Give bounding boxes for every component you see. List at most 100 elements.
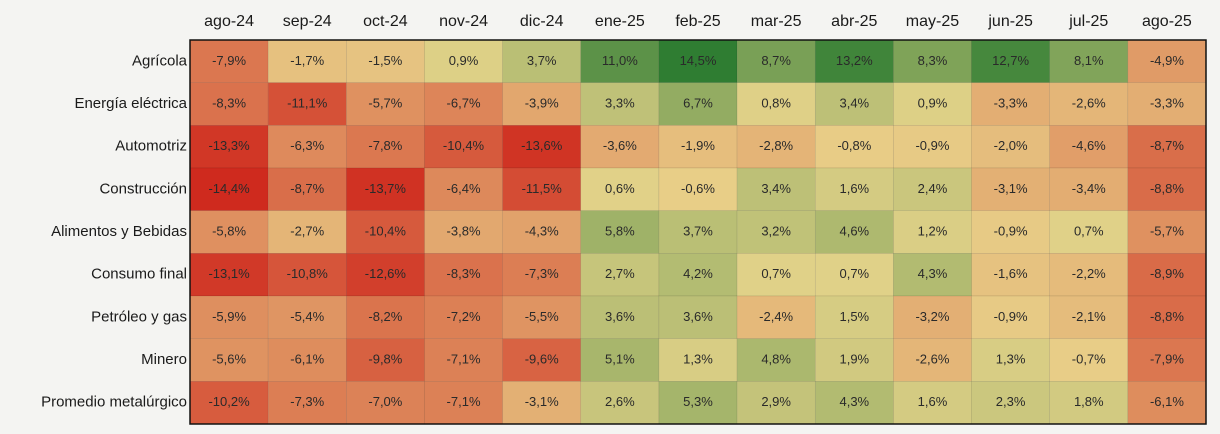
cell-label: 0,7% [761,266,791,281]
heat-cell [346,210,425,254]
cell-label: -2,4% [759,309,793,324]
heat-cell [267,125,347,169]
cell-label: 8,7% [761,53,791,68]
heat-cell [814,253,894,297]
heat-cell [346,253,425,297]
cell-label: -7,8% [368,138,402,153]
heat-cell [814,295,894,339]
heat-cell [580,82,660,126]
cell-label: -3,2% [915,309,949,324]
heat-cell [502,125,582,169]
cell-label: -7,3% [525,266,559,281]
cell-label: -7,2% [447,309,481,324]
cell-label: 13,2% [836,53,873,68]
heat-cell [658,295,738,339]
cell-label: -1,9% [681,138,715,153]
heat-cell [893,39,972,83]
cell-label: 5,3% [683,394,713,409]
table-border [189,39,1207,425]
heat-cell [189,381,269,425]
heat-cell [1049,253,1129,297]
cell-label: -5,9% [212,309,246,324]
cell-label: 1,3% [683,351,713,366]
heat-cell [424,295,503,339]
heat-cell [893,167,972,211]
column-header: ago-24 [204,13,254,30]
heat-cell [424,39,503,83]
heat-cell [893,253,972,297]
heat-cell [814,381,894,425]
cell-label: -7,3% [290,394,324,409]
heat-cell [267,82,347,126]
cell-label: -3,3% [1150,95,1184,110]
heat-cell [658,338,738,382]
heat-cell [267,381,347,425]
cell-label: -7,9% [1150,351,1184,366]
heat-cell [580,39,660,83]
heat-cell [580,253,660,297]
heat-cell [736,381,816,425]
cell-label: -1,5% [368,53,402,68]
heat-cell [736,82,816,126]
cell-label: -7,1% [447,351,481,366]
heat-cell [267,338,347,382]
heat-cell [1049,39,1129,83]
cell-label: -8,2% [368,309,402,324]
cell-label: -8,7% [1150,138,1184,153]
heat-cell [502,295,582,339]
cell-label: -3,1% [525,394,559,409]
cell-label: -0,9% [994,223,1028,238]
heat-cell [1127,338,1207,382]
heat-cell [189,167,269,211]
heat-cell [814,167,894,211]
cell-label: -8,7% [290,181,324,196]
heat-cell [1127,125,1207,169]
cell-label: 0,8% [761,95,791,110]
heat-cell [971,125,1050,169]
cell-label: -2,7% [290,223,324,238]
cell-label: 1,3% [996,351,1026,366]
cell-label: -14,4% [208,181,250,196]
cell-label: 8,3% [918,53,948,68]
cell-label: 0,9% [449,53,479,68]
cell-label: 1,5% [839,309,869,324]
cell-label: -7,9% [212,53,246,68]
cell-label: -0,9% [994,309,1028,324]
heat-cell [267,39,347,83]
cell-label: -2,2% [1072,266,1106,281]
heat-cell [1049,167,1129,211]
cell-label: -0,7% [1072,351,1106,366]
heat-cell [658,82,738,126]
row-label: Construcción [99,180,187,197]
heat-cell [893,210,972,254]
cell-label: -13,3% [208,138,250,153]
cell-label: -3,3% [994,95,1028,110]
cell-label: -3,4% [1072,181,1106,196]
cell-label: 3,7% [527,53,557,68]
heat-cell [502,338,582,382]
cell-label: 2,3% [996,394,1026,409]
cell-label: 3,2% [761,223,791,238]
column-header: mar-25 [751,13,802,30]
cell-label: 0,9% [918,95,948,110]
heat-cell [971,338,1050,382]
cell-label: 1,9% [839,351,869,366]
cell-label: -4,3% [525,223,559,238]
heat-cell [502,253,582,297]
cell-label: -5,6% [212,351,246,366]
row-label: Consumo final [91,266,187,283]
heat-cell [580,338,660,382]
cell-label: -10,4% [443,138,485,153]
cell-label: -2,0% [994,138,1028,153]
cell-label: -6,7% [447,95,481,110]
cell-label: 4,3% [839,394,869,409]
cell-label: -0,9% [915,138,949,153]
cell-label: -6,4% [447,181,481,196]
column-header: ago-25 [1142,13,1192,30]
cell-label: -13,6% [521,138,563,153]
heat-cell [971,167,1050,211]
heat-cell [424,253,503,297]
heat-cell [189,39,269,83]
cell-label: -5,8% [212,223,246,238]
heat-cell [424,338,503,382]
